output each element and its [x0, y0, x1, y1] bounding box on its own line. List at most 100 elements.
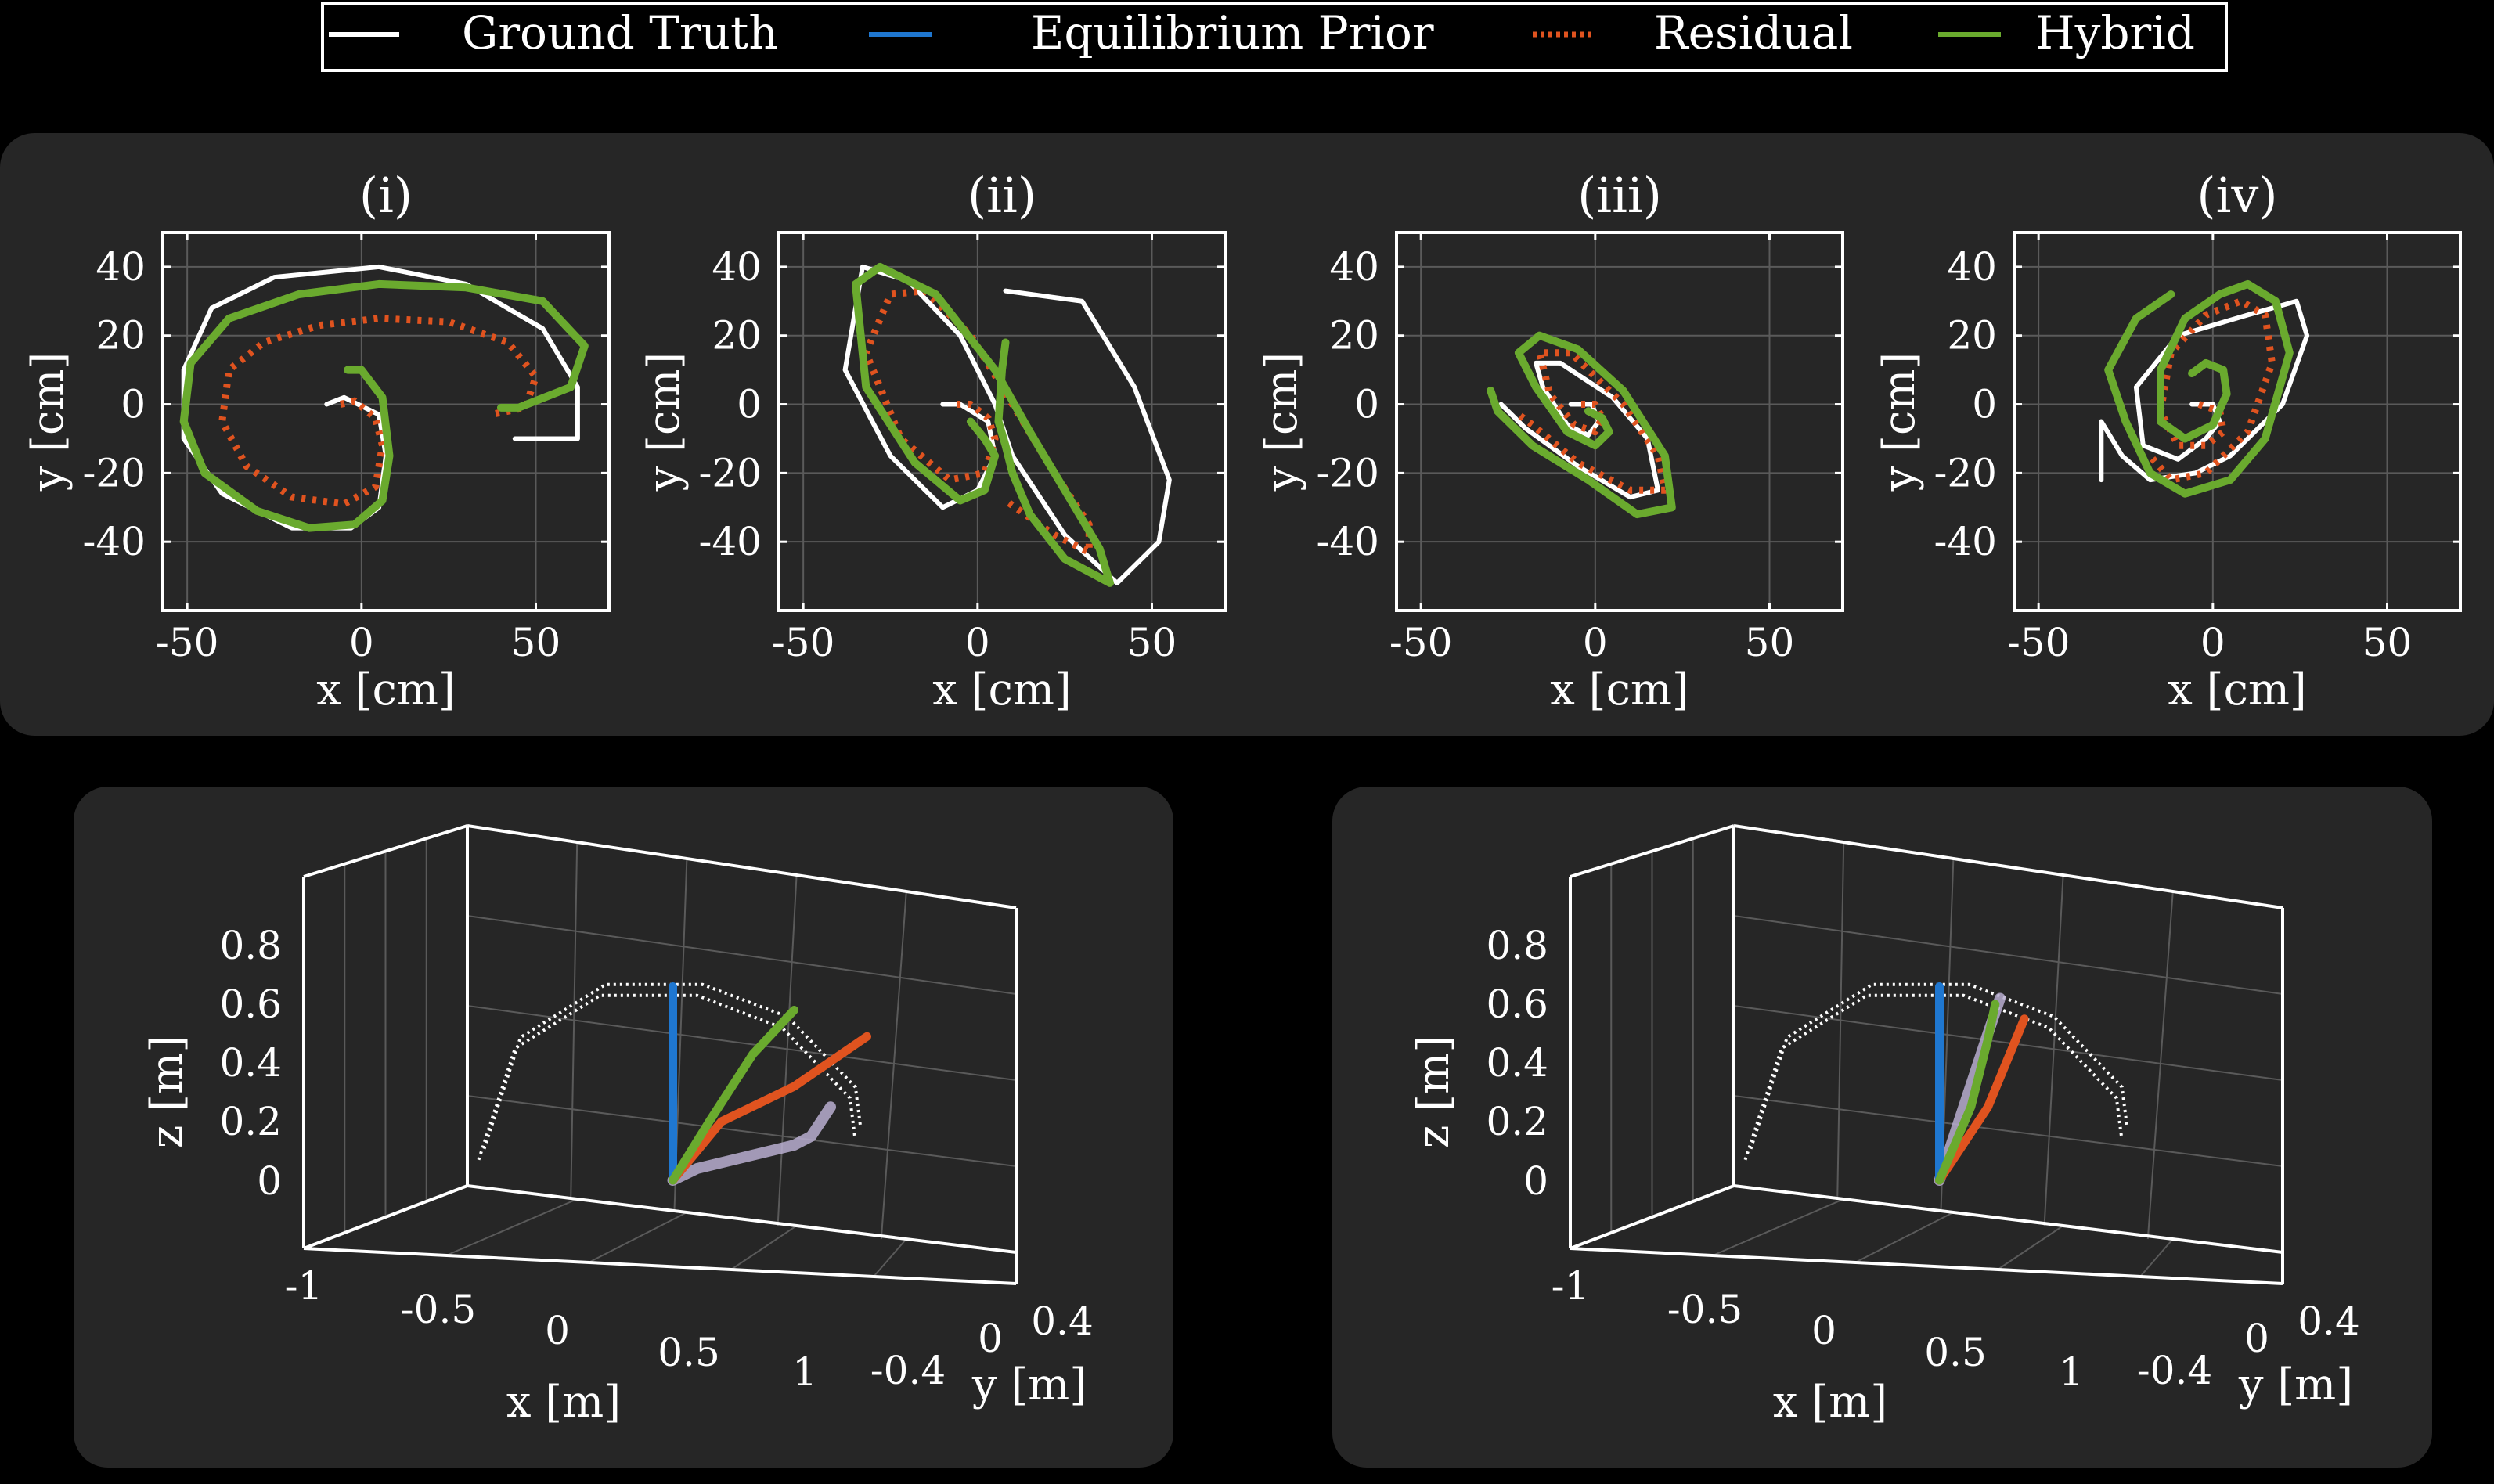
series-hybrid — [1935, 1000, 2000, 1185]
x-tick-label: -1 — [285, 1263, 323, 1309]
y-axis-label: y [cm] — [1874, 352, 1925, 492]
x-tick-label: -1 — [1552, 1263, 1590, 1309]
y-tick-label: -40 — [698, 519, 762, 564]
y-tick-label: 0 — [2244, 1316, 2269, 1361]
axes-frame — [2013, 231, 2462, 612]
y-tick-label: -20 — [1934, 450, 1997, 495]
x-tick-label: -50 — [1389, 620, 1453, 665]
legend-label: Equilibrium Prior — [1031, 6, 1434, 59]
z-tick-label: 0.6 — [219, 982, 282, 1027]
series-hybrid — [2104, 279, 2294, 498]
axis-edge — [1570, 824, 1735, 878]
y-tick-label: 0 — [978, 1316, 1003, 1361]
x-tick-label: 0 — [2200, 620, 2225, 665]
subplot-title: (iii) — [1577, 167, 1662, 224]
grid-line — [1733, 1005, 2283, 1081]
axes-frame — [777, 231, 1227, 612]
x-tick-label: 50 — [2362, 620, 2413, 665]
series-residual — [2147, 297, 2276, 484]
y-tick-label: 0 — [1972, 382, 1997, 427]
series-ground-truth — [1749, 982, 2128, 1150]
x-tick-label: -50 — [772, 620, 835, 665]
x-tick-label: 0 — [349, 620, 374, 665]
subplot-3d: 0 0.2 0.4 0.6 0.8 -1 -0.5 0 0.5 1 -0.4 0 0.4 z [m] x [… — [142, 824, 1094, 1428]
grid-line — [1712, 1198, 1844, 1256]
subplot-3d: 0 0.2 0.4 0.6 0.8 -1 -0.5 0 0.5 1 -0.4 0 0.4 z [m] x [… — [1408, 824, 2360, 1428]
x-tick-label: -0.5 — [401, 1287, 476, 1332]
x-tick-label: 0.5 — [1924, 1330, 1987, 1375]
series-ground-truth — [1743, 993, 2123, 1161]
x-tick-label: -50 — [2007, 620, 2071, 665]
subplot-title: (i) — [359, 167, 413, 224]
grid-line — [588, 1212, 687, 1263]
grid-line — [570, 841, 578, 1200]
grid-line — [730, 1225, 798, 1270]
axis-edge — [303, 1184, 468, 1250]
bottom-right-panel — [1332, 787, 2432, 1468]
y-axis-label: y [m] — [971, 1360, 1087, 1410]
axes-frame — [1395, 231, 1844, 612]
x-axis-label: x [cm] — [316, 665, 456, 715]
axis-edge — [303, 824, 468, 878]
x-tick-label: 0 — [965, 620, 990, 665]
series-residual — [1516, 349, 1669, 494]
y-tick-label: 0.4 — [2298, 1298, 2360, 1344]
grid-line — [1854, 1212, 1954, 1263]
y-tick-label: -20 — [1316, 450, 1379, 495]
series-ground-truth — [1498, 360, 1660, 500]
x-tick-label: 50 — [1745, 620, 1795, 665]
series-hybrid — [669, 1006, 798, 1185]
x-axis-label: x [cm] — [1550, 665, 1689, 715]
grid-line — [880, 891, 907, 1240]
x-tick-label: 0 — [1811, 1308, 1836, 1353]
x-tick-label: 0.5 — [658, 1330, 720, 1375]
robot-shape — [667, 1101, 836, 1186]
y-tick-label: 20 — [712, 313, 762, 358]
y-axis-label: y [cm] — [23, 352, 74, 492]
x-tick-label: 0 — [1583, 620, 1608, 665]
y-tick-label: -40 — [82, 519, 146, 564]
legend-label: Residual — [1654, 6, 1853, 59]
grid-line — [2043, 874, 2064, 1226]
axes-frame — [161, 231, 611, 612]
y-tick-label: -20 — [698, 450, 762, 495]
grid-line — [467, 1095, 1017, 1167]
x-axis-label: x [m] — [506, 1377, 621, 1428]
x-axis-label: x [cm] — [932, 665, 1072, 715]
plots-2d: -50 0 50 40 20 0 -20 -40 (i) x [cm] y [cm] -50 0 50 40… — [23, 167, 2462, 715]
y-axis-label: y [cm] — [1256, 352, 1307, 492]
y-tick-label: 40 — [1947, 244, 1997, 290]
series-residual — [1935, 1014, 2029, 1185]
y-tick-label: -20 — [82, 450, 146, 495]
subplot-title: (iv) — [2197, 167, 2277, 224]
x-tick-label: -0.5 — [1667, 1287, 1743, 1332]
axis-edge — [1570, 1184, 1735, 1250]
x-axis-label: x [cm] — [2168, 665, 2307, 715]
legend-label: Hybrid — [2035, 6, 2195, 59]
series-ground-truth — [482, 982, 862, 1150]
legend-box — [321, 2, 2228, 72]
subplot-2d: -50 0 50 40 20 0 -20 -40 (iv) x [cm] y [cm] — [1874, 167, 2462, 715]
z-tick-label: 0.8 — [219, 923, 282, 968]
grid-line — [1836, 841, 1845, 1200]
axis-edge — [1733, 1184, 2283, 1254]
y-tick-label: 20 — [1329, 313, 1379, 358]
y-tick-label: 0 — [737, 382, 762, 427]
legend: Ground Truth Equilibrium Prior Residual Hyb… — [329, 6, 2195, 59]
axis-edge — [1733, 824, 2283, 909]
axis-edge — [467, 1184, 1017, 1254]
axis-edge — [1570, 1247, 2283, 1285]
series-residual — [669, 1032, 871, 1185]
y-tick-label: -0.4 — [870, 1348, 946, 1393]
x-tick-label: -50 — [156, 620, 219, 665]
subplot-2d: -50 0 50 40 20 0 -20 -40 (i) x [cm] y [cm] — [23, 167, 611, 715]
grid-line — [1997, 1225, 2064, 1270]
y-tick-label: 0.4 — [1031, 1298, 1094, 1344]
y-axis-label: y [m] — [2238, 1360, 2353, 1410]
z-tick-label: 0.4 — [1486, 1040, 1548, 1086]
x-tick-label: 50 — [511, 620, 561, 665]
legend-label: Ground Truth — [462, 6, 778, 59]
x-axis-label: x [m] — [1773, 1377, 1887, 1428]
x-tick-label: 50 — [1127, 620, 1177, 665]
